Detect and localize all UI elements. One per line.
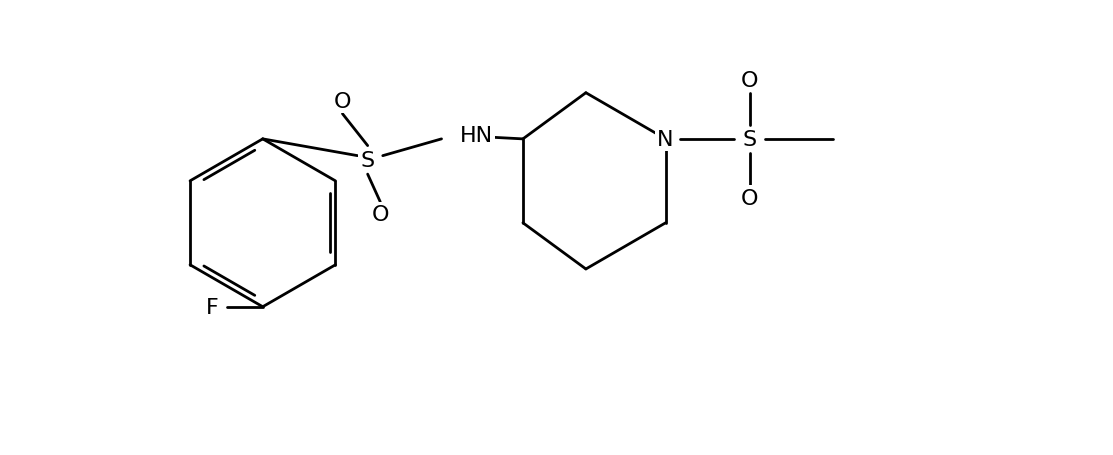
Text: O: O — [741, 71, 758, 91]
Text: HN: HN — [460, 126, 493, 145]
Text: S: S — [742, 130, 757, 150]
Text: N: N — [658, 130, 673, 150]
Text: O: O — [372, 205, 390, 225]
Text: O: O — [334, 92, 352, 112]
Text: F: F — [206, 297, 219, 317]
Text: O: O — [741, 188, 758, 208]
Text: S: S — [361, 151, 375, 171]
